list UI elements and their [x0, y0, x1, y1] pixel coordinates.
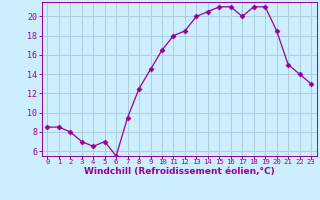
X-axis label: Windchill (Refroidissement éolien,°C): Windchill (Refroidissement éolien,°C) [84, 167, 275, 176]
